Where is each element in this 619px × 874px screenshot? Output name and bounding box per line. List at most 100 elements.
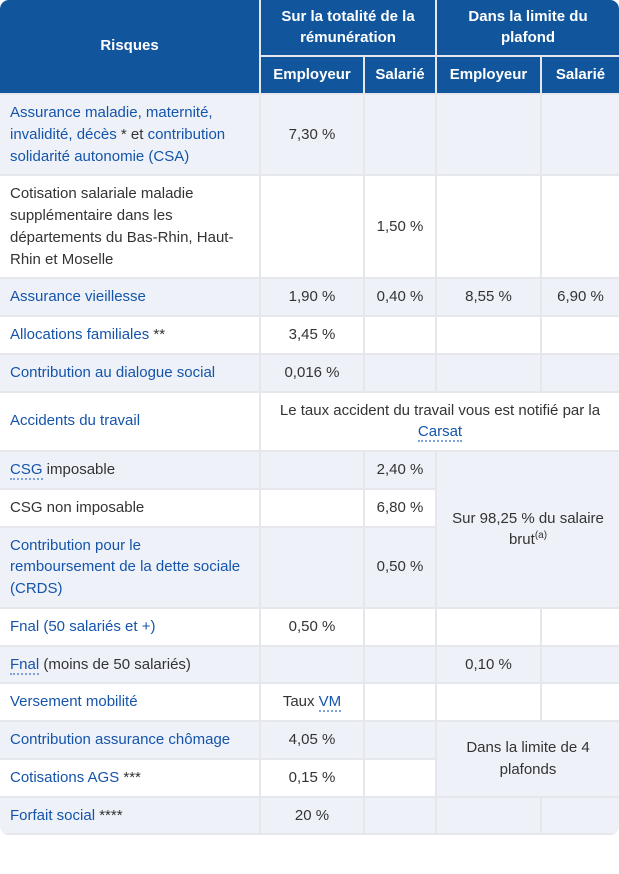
table-row: CSG imposable 2,40 % Sur 98,25 % du salair… (0, 452, 619, 609)
cotisations-table: Risques Sur la totalité de la rémunérati… (0, 0, 619, 836)
text-segment: 8,55 % (465, 288, 512, 306)
col-header-employeur-plafond: Employeur (437, 57, 543, 95)
risk-link[interactable]: Assurance maladie, maternité, invalidité… (10, 104, 213, 143)
rate-cell (365, 759, 438, 798)
rate-cell (261, 176, 365, 280)
cotisations-table-wrapper: Risques Sur la totalité de la rémunérati… (0, 0, 619, 836)
rate-cell (365, 797, 438, 836)
text-segment: Taux (282, 693, 319, 711)
risk-label-cell: CSG imposable (0, 452, 261, 490)
text-segment: 0,50 % (288, 617, 336, 635)
table-header: Risques Sur la totalité de la rémunérati… (0, 0, 619, 95)
risk-label-cell: Assurance maladie, maternité, invalidité… (0, 95, 261, 177)
risk-link[interactable]: Assurance vieillesse (10, 288, 146, 306)
note-cell: Sur 98,25 % du salaire brut(a) (437, 452, 619, 609)
risk-link[interactable]: Versement mobilité (10, 693, 138, 711)
rate-cell: 3,45 % (261, 317, 365, 355)
text-segment: 6,80 % (376, 498, 424, 516)
table-row: CSG non imposable 6,80 % (0, 489, 619, 528)
abbr-link[interactable]: VM (318, 693, 342, 713)
risk-link[interactable]: Contribution au dialogue social (10, 363, 216, 381)
risk-link[interactable]: Fnal (50 salariés et +) (10, 617, 156, 635)
col-header-group-totalite: Sur la totalité de la rémunération (261, 0, 438, 57)
abbr-link[interactable]: Carsat (417, 423, 463, 443)
rate-cell (437, 354, 543, 393)
col-header-group-plafond: Dans la limite du plafond (437, 0, 619, 57)
rate-cell (542, 317, 619, 355)
risk-link[interactable]: contribution solidarité autonomie (CSA) (10, 125, 226, 165)
text-segment: Le taux accident du travail vous est not… (279, 401, 601, 419)
abbr-link[interactable]: Fnal (10, 655, 40, 675)
table-row: Versement mobilité Taux VM (0, 684, 619, 722)
text-segment: 1,50 % (376, 217, 424, 235)
table-row: Fnal (moins de 50 salariés) 0,10 % (0, 646, 619, 685)
risk-label-cell: Cotisations AGS *** (0, 759, 261, 798)
rate-cell: 2,40 % (365, 452, 438, 490)
rate-cell: 4,05 % (261, 722, 365, 760)
risk-link[interactable]: Forfait social (10, 806, 96, 824)
table-row: Allocations familiales ** 3,45 % (0, 317, 619, 355)
rate-cell: 8,55 % (437, 279, 543, 317)
risk-label-cell: Contribution pour le remboursement de la… (0, 527, 261, 609)
risk-link[interactable]: Allocations familiales (10, 326, 150, 343)
rate-cell (542, 95, 619, 177)
rate-cell (261, 646, 365, 685)
risk-label-cell: Assurance vieillesse (0, 279, 261, 317)
table-row: Contribution assurance chômage 4,05 % Dans… (0, 722, 619, 798)
risk-link[interactable]: Accidents du travail (10, 412, 141, 430)
rate-cell (261, 452, 365, 490)
rate-cell (437, 95, 543, 177)
rate-cell (542, 354, 619, 393)
rate-cell (437, 684, 543, 722)
rate-cell (365, 684, 438, 722)
risk-label-cell: Versement mobilité (0, 684, 261, 722)
risk-label-cell: Contribution au dialogue social (0, 354, 261, 393)
text-segment: 20 % (294, 806, 330, 824)
rate-cell: 0,15 % (261, 759, 365, 798)
rate-cell (365, 646, 438, 685)
risk-label-cell: Fnal (50 salariés et +) (0, 608, 261, 647)
text-segment: 0,50 % (376, 558, 424, 576)
text-segment: Dans la limite de 4 plafonds (466, 739, 590, 778)
text-segment: ** (149, 326, 166, 343)
risk-label-cell: Allocations familiales ** (0, 317, 261, 355)
table-row: Accidents du travail Le taux accident du … (0, 392, 619, 452)
rate-cell (365, 354, 438, 393)
rate-cell: Taux VM (261, 684, 365, 722)
text-segment: 0,40 % (376, 288, 424, 306)
table-row: Assurance vieillesse 1,90 % 0,40 % 8,55 % 6,… (0, 279, 619, 317)
risk-link[interactable]: Cotisations AGS (10, 768, 120, 786)
text-segment: CSG non imposable (10, 498, 145, 516)
text-segment: 0,15 % (288, 768, 336, 786)
table-row: Contribution au dialogue social 0,016 % (0, 354, 619, 393)
table-row: Assurance maladie, maternité, invalidité… (0, 95, 619, 177)
risk-link[interactable]: Contribution assurance chômage (10, 731, 231, 748)
abbr-link[interactable]: CSG (10, 461, 43, 480)
rate-cell (542, 646, 619, 685)
rate-cell: 0,016 % (261, 354, 365, 393)
rate-cell (542, 176, 619, 280)
rate-cell (437, 176, 543, 280)
col-header-employeur-totalite: Employeur (261, 57, 365, 95)
text-segment: 4,05 % (288, 731, 336, 748)
text-segment: *** (119, 768, 141, 786)
text-segment: 7,30 % (288, 125, 336, 143)
rate-cell: 7,30 % (261, 95, 365, 177)
text-segment: Cotisation salariale maladie supplémenta… (10, 185, 234, 268)
table-row: Cotisations AGS *** 0,15 % (0, 759, 619, 798)
risk-link[interactable]: Contribution pour le remboursement de la… (10, 536, 241, 598)
note-cell: Le taux accident du travail vous est not… (261, 392, 619, 452)
risk-label-cell: CSG non imposable (0, 489, 261, 528)
text-segment: 0,016 % (284, 363, 340, 381)
risk-label-cell: Cotisation salariale maladie supplémenta… (0, 176, 261, 280)
text-segment: * et (116, 125, 148, 143)
rate-cell: 0,50 % (261, 608, 365, 647)
rate-cell (437, 797, 543, 836)
footnote-ref: (a) (534, 530, 548, 542)
rate-cell: 1,90 % (261, 279, 365, 317)
rate-cell (365, 608, 438, 647)
col-header-salarie-totalite: Salarié (365, 57, 438, 95)
text-segment: (moins de 50 salariés) (39, 655, 191, 673)
rate-cell: 0,10 % (437, 646, 543, 685)
rate-cell: 0,40 % (365, 279, 438, 317)
